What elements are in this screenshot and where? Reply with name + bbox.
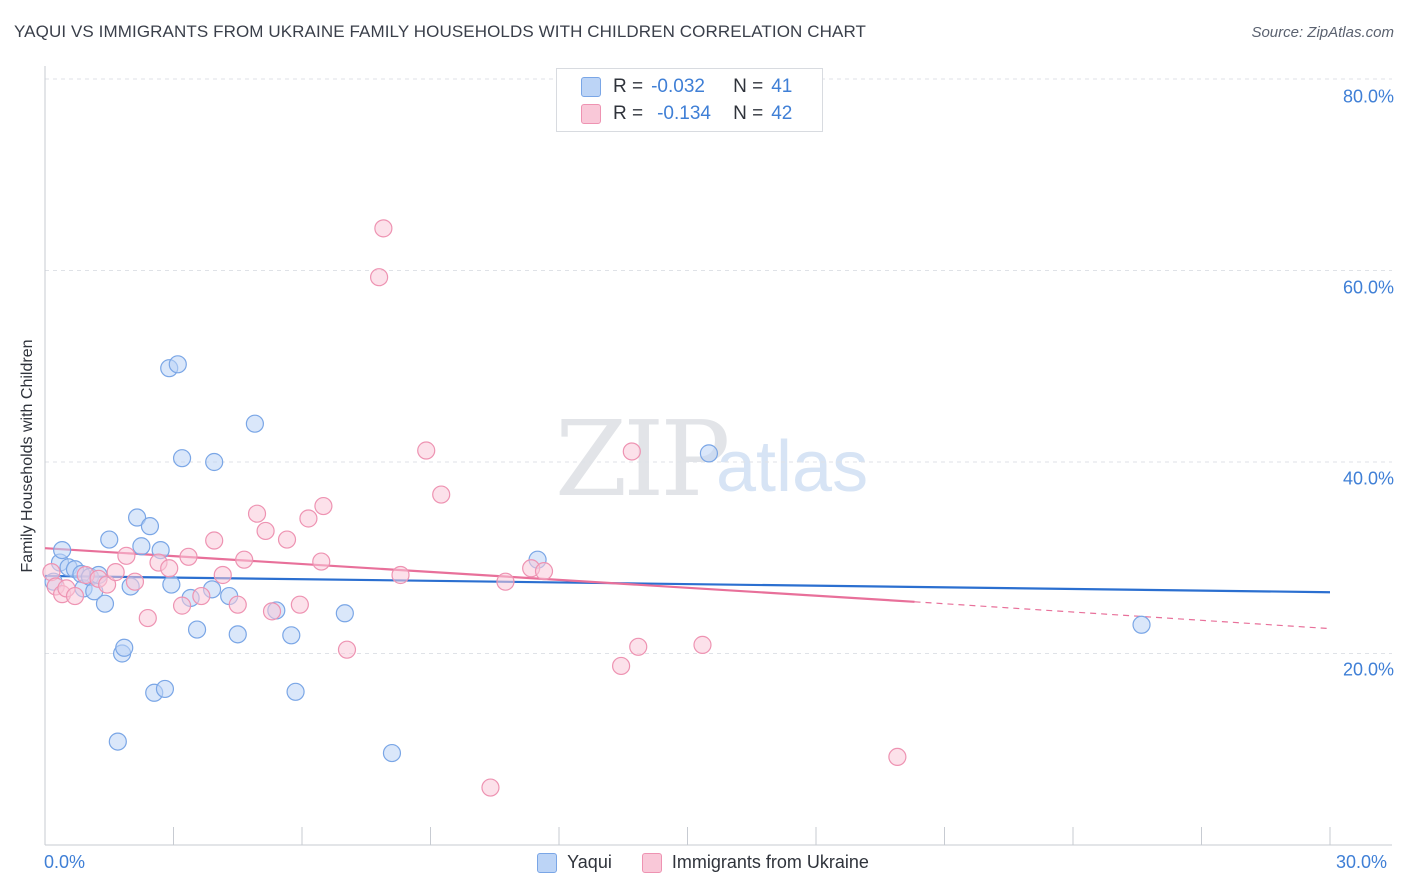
ukraine-swatch <box>581 104 601 124</box>
ukraine-point <box>299 509 318 528</box>
legend-item-ukraine: Immigrants from Ukraine <box>641 852 869 873</box>
r-label: R = <box>613 103 644 124</box>
ukraine-point <box>693 635 712 654</box>
r-label: R = <box>613 76 644 97</box>
yaqui-point <box>282 626 301 645</box>
correlation-legend: R = -0.032 N = 41 R = -0.134 N = 42 <box>556 68 823 132</box>
yaqui-point <box>132 537 151 556</box>
yaqui-point <box>382 743 402 763</box>
yaqui-point <box>335 604 354 623</box>
yaqui-r-value: -0.032 <box>651 76 705 97</box>
yaqui-point <box>228 625 247 644</box>
n-label: N = <box>733 103 764 124</box>
ukraine-point <box>262 602 282 621</box>
yaqui-point <box>168 355 187 374</box>
axes <box>44 66 1392 846</box>
watermark-atlas: atlas <box>716 427 869 507</box>
ukraine-point <box>370 268 389 287</box>
ukraine-point <box>496 572 515 591</box>
ukraine-r-value: -0.134 <box>657 103 711 124</box>
ukraine-point <box>213 565 232 585</box>
ukraine-point <box>481 778 500 797</box>
ukraine-point <box>374 219 393 238</box>
ukraine-point <box>290 595 309 614</box>
x-tick-max: 30.0% <box>1336 852 1388 872</box>
ukraine-point <box>277 530 297 549</box>
y-axis-label: Family Households with Children <box>19 339 36 573</box>
yaqui-point <box>95 594 115 613</box>
ukraine-points <box>42 219 907 797</box>
ukraine-point <box>629 637 648 656</box>
ukraine-point <box>125 572 145 591</box>
ukraine-point <box>314 496 333 516</box>
yaqui-point <box>1132 615 1151 634</box>
ukraine-point <box>117 546 136 565</box>
yaqui-n-value: 41 <box>771 76 793 97</box>
ukraine-point <box>534 562 554 581</box>
yaqui-point <box>140 517 160 536</box>
ukraine-point <box>98 575 117 594</box>
ukraine-point <box>205 531 224 550</box>
ukraine-point <box>172 596 192 615</box>
ukraine-point <box>65 586 85 606</box>
yaqui-point <box>172 449 192 468</box>
yaqui-point <box>245 414 264 433</box>
yaqui-swatch <box>581 77 601 97</box>
ukraine-trend-extension <box>914 601 1331 630</box>
yaqui-point <box>53 540 72 560</box>
ukraine-point <box>417 441 436 460</box>
ukraine-point <box>179 547 198 566</box>
ukraine-point <box>247 504 267 523</box>
ukraine-point <box>432 485 451 504</box>
ukraine-point <box>612 656 631 676</box>
source-credit: Source: ZipAtlas.com <box>1251 24 1394 41</box>
chart-title: YAQUI VS IMMIGRANTS FROM UKRAINE FAMILY … <box>14 22 866 41</box>
yaqui-point <box>100 530 119 549</box>
ukraine-point <box>106 563 125 582</box>
ukraine-point <box>312 552 331 571</box>
legend-item-yaqui: Yaqui <box>537 852 612 873</box>
ukraine-legend-label: Immigrants from Ukraine <box>671 852 869 872</box>
yaqui-point <box>699 444 719 463</box>
ukraine-point <box>256 521 275 541</box>
yaqui-point <box>115 638 134 657</box>
watermark-zip: ZIP <box>555 398 730 520</box>
ukraine-point <box>228 595 247 614</box>
yaqui-point <box>187 620 207 639</box>
ukraine-point <box>160 559 179 578</box>
ukraine-point <box>192 586 211 606</box>
y-tick-20: 20.0% <box>1342 659 1394 680</box>
legend-row-ukraine: R = -0.134 N = 42 <box>581 102 792 126</box>
yaqui-point <box>205 452 224 472</box>
ukraine-n-value: 42 <box>771 103 793 124</box>
yaqui-point <box>108 732 127 751</box>
yaqui-trend-line <box>44 574 1331 594</box>
n-label: N = <box>733 76 764 97</box>
y-tick-40: 40.0% <box>1342 468 1394 489</box>
ukraine-point <box>235 550 254 569</box>
yaqui-legend-label: Yaqui <box>567 852 612 872</box>
ukraine-point <box>888 747 907 767</box>
series-legend: Yaqui Immigrants from Ukraine <box>0 852 1406 873</box>
ukraine-trend-line <box>44 547 915 603</box>
yaqui-point <box>286 682 305 701</box>
yaqui-legend-swatch <box>537 852 558 873</box>
yaqui-point <box>162 575 181 594</box>
ukraine-legend-swatch <box>641 852 662 873</box>
legend-row-yaqui: R = -0.032 N = 41 <box>581 75 792 99</box>
y-tick-80: 80.0% <box>1342 86 1394 107</box>
ukraine-point <box>622 442 641 461</box>
ukraine-point <box>337 640 357 659</box>
yaqui-point <box>127 508 147 527</box>
ukraine-point <box>138 608 157 628</box>
x-tick-min: 0.0% <box>44 852 86 872</box>
yaqui-point <box>155 679 175 699</box>
y-tick-60: 60.0% <box>1342 277 1394 298</box>
ukraine-point <box>391 565 410 585</box>
